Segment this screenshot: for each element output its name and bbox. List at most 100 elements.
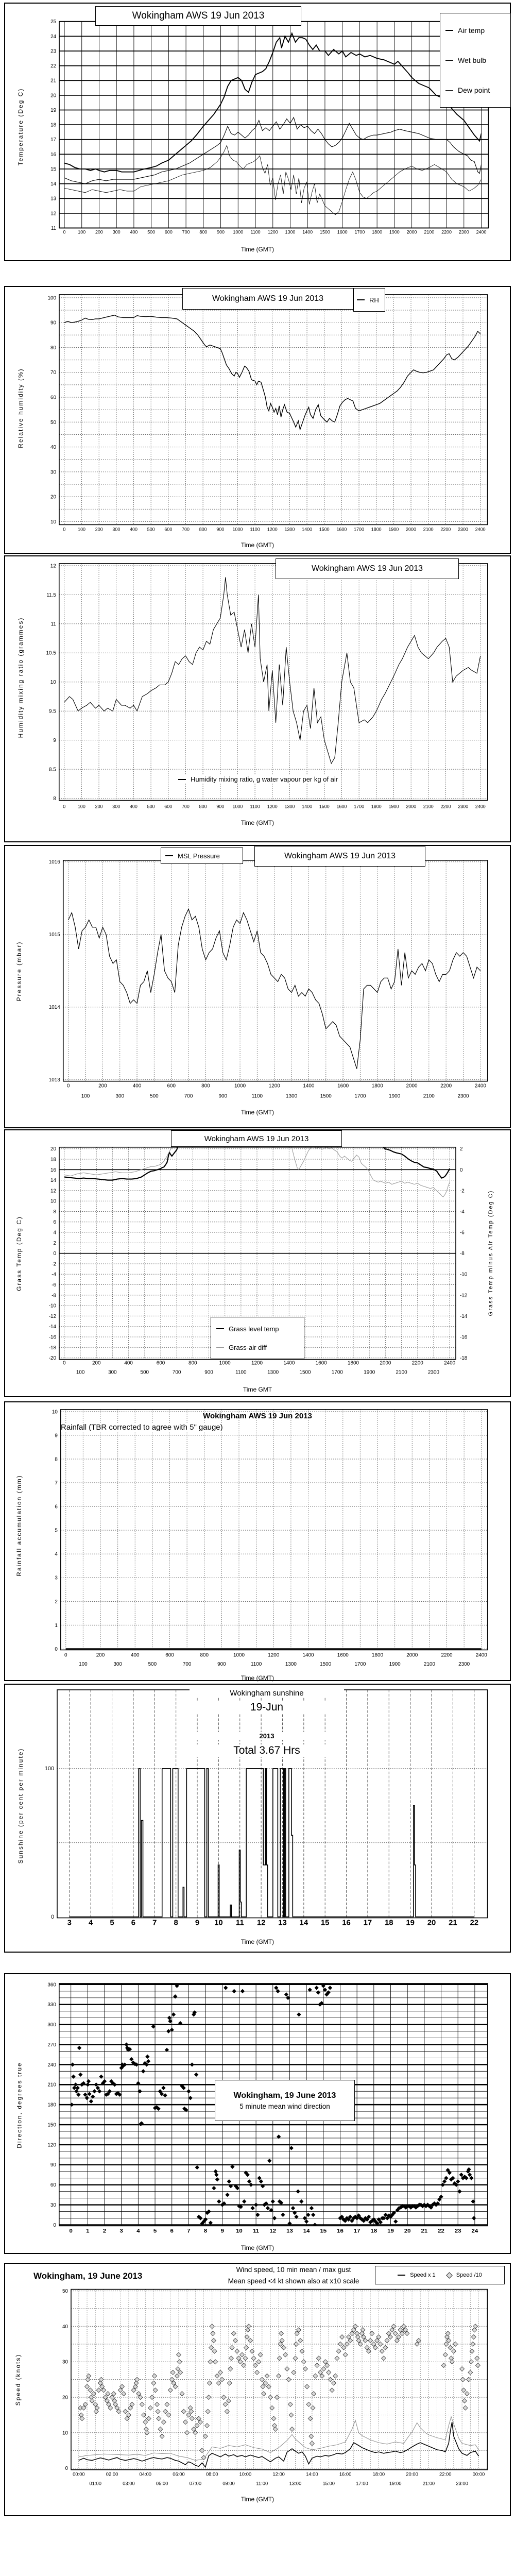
svg-text:2300: 2300 <box>458 804 468 809</box>
svg-text:180: 180 <box>47 2103 56 2108</box>
svg-text:2: 2 <box>55 1599 58 1605</box>
svg-text:1400: 1400 <box>302 804 312 809</box>
svg-text:25: 25 <box>50 19 57 25</box>
svg-text:400: 400 <box>131 1652 140 1658</box>
svg-text:800: 800 <box>199 804 207 809</box>
svg-text:12: 12 <box>257 1919 266 1927</box>
svg-text:1900: 1900 <box>389 229 400 234</box>
svg-text:15: 15 <box>50 166 57 172</box>
svg-text:2400: 2400 <box>476 229 487 234</box>
legend-label: Speed x 1 <box>410 2272 436 2278</box>
chart-rainfall: 0 1 2 3 4 5 6 7 8 9 10 0 100 200 300 400 500 600 700 800 900… <box>4 1401 511 1682</box>
svg-text:4: 4 <box>54 1230 57 1236</box>
y-axis-title: Pressure (mbar) <box>15 941 23 1002</box>
svg-text:-10: -10 <box>460 1272 468 1278</box>
svg-text:1700: 1700 <box>354 229 365 234</box>
svg-text:08:00: 08:00 <box>206 2471 218 2477</box>
svg-text:0: 0 <box>55 1647 58 1652</box>
svg-text:1900: 1900 <box>389 1093 401 1099</box>
svg-text:5: 5 <box>110 1919 114 1927</box>
svg-text:-14: -14 <box>49 1324 57 1330</box>
svg-text:900: 900 <box>216 527 224 532</box>
svg-text:100: 100 <box>76 1369 85 1375</box>
svg-text:-12: -12 <box>460 1293 468 1298</box>
y-axis-title: Direction, degrees true <box>15 2062 23 2148</box>
svg-text:23: 23 <box>455 2228 461 2234</box>
svg-text:3: 3 <box>55 1575 58 1581</box>
svg-text:2300: 2300 <box>428 1369 440 1375</box>
svg-text:50: 50 <box>50 420 57 426</box>
svg-text:100: 100 <box>45 1766 54 1772</box>
svg-text:1300: 1300 <box>285 804 295 809</box>
svg-text:1200: 1200 <box>267 527 278 532</box>
svg-text:2400: 2400 <box>475 804 486 809</box>
svg-text:100: 100 <box>79 1662 88 1667</box>
grass-temp-line-swatch <box>216 1328 224 1329</box>
svg-text:90: 90 <box>50 320 57 326</box>
chart-title: Wokingham AWS 19 Jun 2013 <box>95 6 301 26</box>
svg-text:2100: 2100 <box>423 1093 435 1099</box>
svg-text:12: 12 <box>269 2228 276 2234</box>
svg-text:1000: 1000 <box>234 1083 246 1089</box>
svg-text:300: 300 <box>112 527 120 532</box>
svg-text:0: 0 <box>63 1360 66 1366</box>
mixing-ratio-line-swatch <box>178 778 186 780</box>
svg-text:0: 0 <box>53 2223 56 2228</box>
y-axis-title: Speed (knots) <box>14 2353 22 2406</box>
svg-text:21: 21 <box>421 2228 428 2234</box>
wind-speed-legend: Speed x 1 Speed /10 <box>375 2266 505 2284</box>
svg-text:9.5: 9.5 <box>49 709 56 715</box>
chart-title: Wokingham, 19 June 2013 <box>233 2091 336 2100</box>
svg-text:-16: -16 <box>460 1334 468 1340</box>
svg-text:2300: 2300 <box>459 229 469 234</box>
y-axis-title: Rainfall accumulation (mm) <box>15 1475 23 1577</box>
svg-text:12: 12 <box>50 1188 57 1194</box>
svg-text:2200: 2200 <box>412 1360 424 1366</box>
svg-text:-6: -6 <box>52 1282 56 1288</box>
chart-subtitle: Rainfall (TBR corrected to agree with 5"… <box>61 1423 226 1432</box>
svg-text:1200: 1200 <box>269 1083 281 1089</box>
svg-text:8: 8 <box>204 2228 207 2234</box>
svg-text:4: 4 <box>55 1552 58 1557</box>
svg-text:1700: 1700 <box>354 527 364 532</box>
legend-wet-bulb: Wet bulb <box>445 56 505 64</box>
svg-text:6: 6 <box>131 1919 135 1927</box>
svg-text:600: 600 <box>164 527 172 532</box>
svg-text:1600: 1600 <box>337 1652 349 1658</box>
svg-text:2300: 2300 <box>457 1093 469 1099</box>
chart-air-temperature: 11 12 13 14 15 16 17 18 19 20 21 22 23 24 25 0 100 200 300… <box>4 3 511 261</box>
svg-text:14: 14 <box>50 181 57 187</box>
sunshine-title-line1: Wokingham sunshine <box>190 1689 344 1698</box>
svg-text:22:00: 22:00 <box>439 2471 452 2477</box>
svg-text:00:00: 00:00 <box>73 2471 85 2477</box>
svg-text:11: 11 <box>253 2228 260 2234</box>
svg-text:8: 8 <box>54 1209 57 1215</box>
rh-line-swatch <box>357 299 365 300</box>
svg-text:18: 18 <box>385 1919 393 1927</box>
svg-text:200: 200 <box>95 804 103 809</box>
svg-text:23: 23 <box>50 48 57 54</box>
svg-text:11:00: 11:00 <box>256 2480 268 2486</box>
chart-subtitle: 5 minute mean wind direction <box>239 2102 330 2110</box>
svg-text:900: 900 <box>218 1093 227 1099</box>
svg-text:15: 15 <box>321 1919 330 1927</box>
chart-relative-humidity: 10 20 30 40 50 60 70 80 90 100 0 100 200 300 400 500 600… <box>4 286 511 554</box>
svg-text:60: 60 <box>50 395 57 400</box>
svg-text:1300: 1300 <box>285 229 296 234</box>
svg-text:5: 5 <box>55 1528 58 1534</box>
svg-text:-10: -10 <box>49 1303 57 1309</box>
svg-text:700: 700 <box>182 229 190 234</box>
svg-text:10:00: 10:00 <box>239 2471 252 2477</box>
svg-text:2000: 2000 <box>406 527 416 532</box>
svg-text:15:00: 15:00 <box>322 2480 335 2486</box>
svg-text:1700: 1700 <box>354 1093 366 1099</box>
svg-text:0: 0 <box>51 1914 54 1920</box>
svg-text:300: 300 <box>47 2022 56 2028</box>
svg-text:24: 24 <box>472 2228 478 2234</box>
grass-air-diff-line-swatch <box>216 1347 224 1348</box>
svg-text:1500: 1500 <box>320 1093 332 1099</box>
legend-dew-point: Dew point <box>445 86 505 94</box>
y-axis-title: Relative humidity (%) <box>17 368 24 448</box>
svg-text:400: 400 <box>130 527 138 532</box>
